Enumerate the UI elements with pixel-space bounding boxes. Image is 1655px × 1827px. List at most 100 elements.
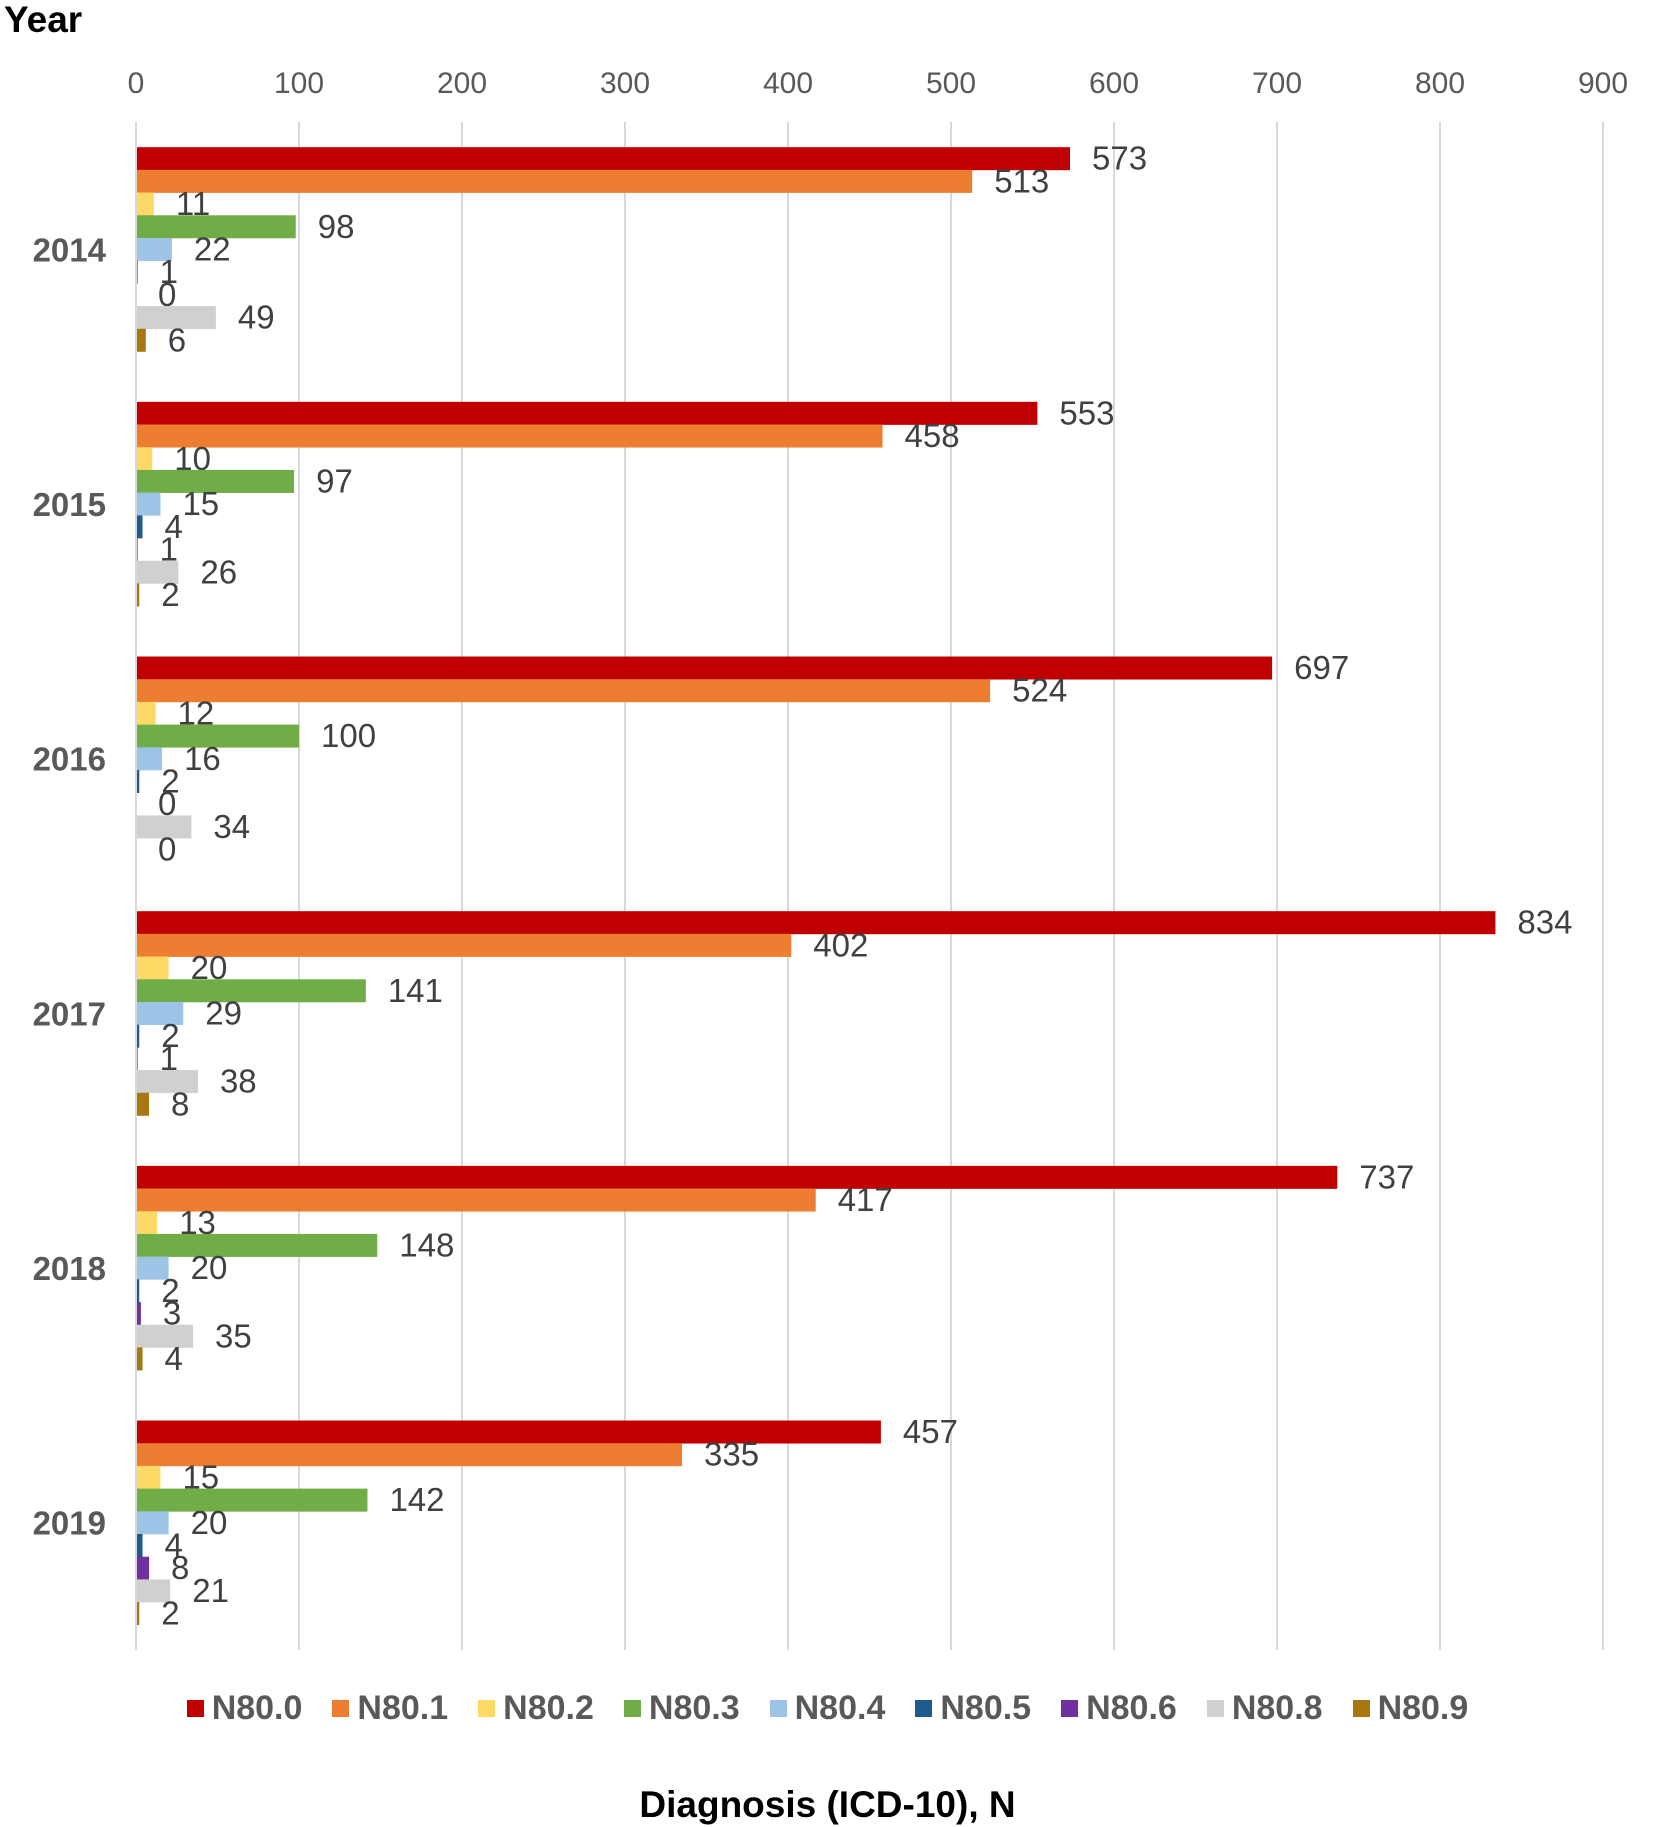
bar	[136, 815, 192, 839]
bar	[136, 515, 143, 539]
bar	[136, 447, 153, 471]
legend-swatch	[769, 1699, 787, 1717]
data-label: 8	[171, 1085, 189, 1122]
bar	[136, 469, 295, 493]
bar	[136, 770, 140, 794]
data-label: 15	[182, 485, 219, 522]
data-label: 4	[165, 1340, 183, 1377]
bar	[136, 237, 172, 261]
data-label: 553	[1059, 394, 1114, 431]
x-tick-label: 500	[926, 67, 976, 100]
x-tick-label: 100	[274, 67, 324, 100]
y-category-label: 2015	[33, 486, 106, 523]
legend: N80.0 N80.1 N80.2 N80.3 N80.4 N80.5 N80.6 N80.8…	[0, 1688, 1655, 1728]
bar	[136, 1511, 169, 1535]
legend-item: N80.4	[769, 1688, 886, 1728]
bar	[136, 492, 161, 516]
data-label: 834	[1517, 904, 1572, 941]
bar	[136, 1092, 150, 1116]
bar	[136, 1233, 378, 1257]
bar	[136, 724, 299, 748]
data-label: 2	[161, 1017, 179, 1054]
data-label: 1	[160, 1040, 178, 1077]
legend-swatch	[1352, 1699, 1370, 1717]
legend-swatch	[478, 1699, 496, 1717]
data-label: 458	[905, 417, 960, 454]
x-axis-title: Diagnosis (ICD-10), N	[639, 1784, 1016, 1825]
data-label: 417	[838, 1181, 893, 1218]
bar	[136, 215, 296, 239]
y-category-label: 2016	[33, 741, 106, 778]
bar	[136, 701, 156, 725]
x-tick-label: 900	[1578, 67, 1628, 100]
bar	[136, 956, 169, 980]
legend-item: N80.3	[623, 1688, 740, 1728]
legend-item: N80.0	[186, 1688, 303, 1728]
bar	[136, 328, 146, 352]
data-label: 524	[1012, 672, 1067, 709]
bar	[136, 306, 216, 330]
y-category-label: 2014	[33, 231, 107, 268]
bar	[136, 1001, 184, 1025]
data-label: 697	[1294, 649, 1349, 686]
legend-label: N80.3	[648, 1689, 740, 1727]
legend-label: N80.5	[940, 1689, 1032, 1727]
bar	[136, 1556, 150, 1580]
bar	[136, 1211, 158, 1235]
data-label: 141	[388, 972, 443, 1009]
data-label: 3	[163, 1295, 181, 1332]
legend-item: N80.9	[1352, 1688, 1469, 1728]
bar	[136, 1324, 194, 1348]
y-category-label: 2017	[33, 995, 106, 1032]
data-label: 1	[160, 253, 178, 290]
legend-label: N80.9	[1377, 1689, 1469, 1727]
y-category-label: 2018	[33, 1250, 106, 1287]
bar	[136, 1602, 140, 1626]
legend-label: N80.0	[211, 1689, 303, 1727]
data-label: 100	[321, 717, 376, 754]
legend-item: N80.5	[915, 1688, 1031, 1728]
x-tick-label: 600	[1089, 67, 1139, 100]
data-label: 98	[318, 208, 355, 245]
data-label: 148	[399, 1226, 454, 1263]
bar	[136, 1443, 683, 1467]
bar	[136, 147, 1070, 171]
data-label: 38	[220, 1063, 257, 1100]
x-tick-label: 200	[437, 67, 487, 100]
data-label: 402	[813, 926, 868, 963]
data-label: 4	[165, 1527, 183, 1564]
bar	[136, 1420, 881, 1444]
legend-swatch	[1061, 1699, 1079, 1717]
bar	[136, 1279, 140, 1303]
x-tick-label: 400	[763, 67, 813, 100]
legend-swatch	[915, 1699, 933, 1717]
data-label: 29	[205, 994, 242, 1031]
data-label: 513	[994, 162, 1049, 199]
legend-label: N80.6	[1086, 1689, 1177, 1727]
legend-label: N80.4	[794, 1689, 886, 1727]
legend-label: N80.2	[503, 1689, 594, 1727]
x-tick-label: 700	[1252, 67, 1302, 100]
data-label: 1	[160, 531, 178, 568]
bar	[136, 1302, 141, 1326]
data-label: 6	[168, 321, 186, 358]
bar	[136, 979, 366, 1003]
legend-swatch	[186, 1699, 204, 1717]
data-label: 737	[1359, 1158, 1414, 1195]
bar	[136, 747, 163, 771]
legend-swatch	[1206, 1699, 1224, 1717]
bar	[136, 1165, 1338, 1189]
data-label: 142	[389, 1481, 444, 1518]
data-label: 2	[161, 763, 179, 800]
data-label: 21	[192, 1572, 229, 1609]
data-label: 2	[161, 1595, 179, 1632]
bar	[136, 933, 792, 957]
bar	[136, 656, 1273, 680]
data-label: 97	[316, 462, 353, 499]
legend-item: N80.6	[1061, 1688, 1177, 1728]
data-label: 573	[1092, 140, 1147, 177]
data-label: 20	[191, 1504, 228, 1541]
legend-item: N80.2	[478, 1688, 594, 1728]
